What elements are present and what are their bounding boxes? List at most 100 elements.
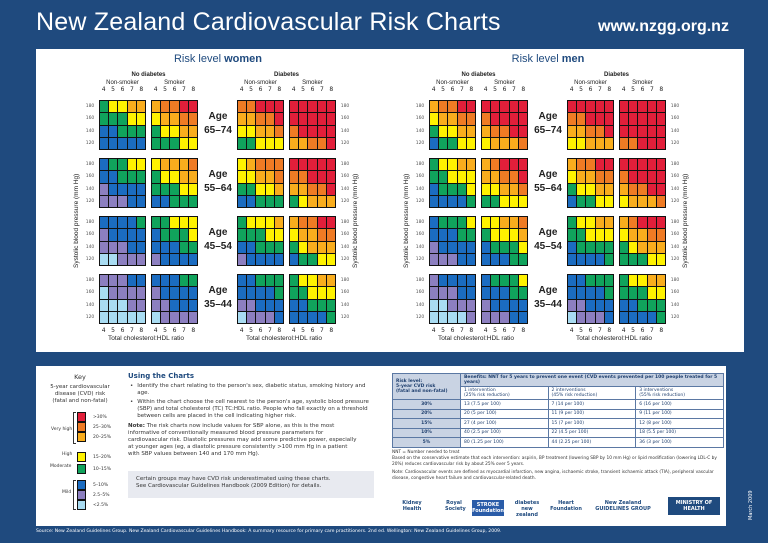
risk-cell — [118, 137, 127, 149]
key-swatch-y — [77, 452, 86, 462]
risk-cell — [188, 299, 197, 311]
risk-cell — [586, 311, 595, 323]
non-smoker-header: Non-smoker — [106, 80, 139, 86]
risk-cell — [317, 217, 326, 229]
risk-cell — [136, 311, 145, 323]
ratio-tick: 7 — [597, 86, 602, 93]
ratio-tick: 6 — [640, 327, 645, 334]
risk-cell — [152, 159, 161, 171]
risk-cell — [152, 241, 161, 253]
ratio-tick: 8 — [521, 327, 526, 334]
risk-cell — [161, 217, 170, 229]
x-axis-label: Total cholesterol:HDL ratio — [108, 335, 184, 342]
risk-grid-men-diab-nonsmoker — [567, 158, 614, 208]
risk-cell — [577, 299, 586, 311]
age-label: Age 45–54 — [523, 226, 573, 254]
risk-cell — [509, 275, 518, 287]
risk-cell — [274, 287, 283, 299]
risk-cell — [491, 195, 500, 207]
sbp-tick: 120 — [670, 314, 680, 320]
risk-cell — [308, 229, 317, 241]
risk-cell — [656, 137, 665, 149]
risk-cell — [647, 217, 656, 229]
age-range: 45–54 — [534, 241, 562, 252]
risk-cell — [577, 171, 586, 183]
sbp-tick: 180 — [670, 104, 680, 109]
website-url[interactable]: www.nzgg.org.nz — [598, 18, 729, 35]
risk-cell — [466, 125, 475, 137]
age-label: Age 65–74 — [523, 110, 573, 138]
nnt-cell: 40 (2.5 per 100) — [460, 427, 549, 438]
risk-cell — [629, 183, 638, 195]
risk-cell — [457, 183, 466, 195]
risk-cell — [439, 241, 448, 253]
risk-cell — [656, 171, 665, 183]
risk-cell — [265, 171, 274, 183]
ratio-tick: 4 — [431, 86, 436, 93]
risk-cell — [439, 101, 448, 113]
non-smoker-header: Non-smoker — [244, 80, 277, 86]
age-label: Age 55–64 — [523, 168, 573, 196]
risk-cell — [482, 101, 491, 113]
risk-cell — [482, 311, 491, 323]
title-prefix: Risk level — [173, 53, 225, 65]
risk-cell — [457, 299, 466, 311]
x-axis-label: Total cholesterol:HDL ratio — [246, 335, 322, 342]
risk-grid-women-diab-smoker — [289, 158, 336, 208]
risk-cell — [518, 171, 527, 183]
risk-cell — [518, 287, 527, 299]
risk-cell — [430, 229, 439, 241]
key-level-label: 5–10% — [93, 483, 109, 488]
risk-cell — [299, 159, 308, 171]
risk-cell — [179, 275, 188, 287]
risk-cell — [290, 287, 299, 299]
risk-cell — [308, 101, 317, 113]
risk-cell — [491, 253, 500, 265]
sbp-tick: 140 — [85, 244, 95, 250]
smoker-header: Smoker — [494, 80, 515, 86]
risk-cell — [577, 241, 586, 253]
risk-cell — [568, 253, 577, 265]
risk-cell — [109, 217, 118, 229]
risk-cell — [448, 299, 457, 311]
risk-cell — [439, 195, 448, 207]
sbp-tick: 140 — [85, 186, 95, 192]
risk-cell — [290, 183, 299, 195]
table-row: 15% 27 (4 per 100) 15 (7 per 100) 12 (8 per… — [392, 418, 724, 429]
risk-cell — [448, 125, 457, 137]
risk-cell — [100, 275, 109, 287]
risk-cell — [238, 217, 247, 229]
risk-cell — [466, 159, 475, 171]
ratio-tick: 7 — [597, 327, 602, 334]
risk-cell — [136, 217, 145, 229]
risk-cell — [509, 253, 518, 265]
risk-level-cell: 30% — [392, 399, 461, 410]
risk-cell — [127, 137, 136, 149]
key-desc-line: (fatal and non-fatal) — [52, 398, 108, 404]
risk-cell — [326, 299, 335, 311]
y-axis-label: Systolic blood pressure (mm Hg) — [682, 173, 689, 268]
risk-cell — [500, 241, 509, 253]
risk-cell — [500, 287, 509, 299]
risk-grid-men-nodiab-smoker — [481, 158, 528, 208]
risk-cell — [457, 241, 466, 253]
ratio-tick: 7 — [129, 327, 134, 334]
risk-cell — [274, 299, 283, 311]
risk-cell — [170, 311, 179, 323]
risk-cell — [127, 275, 136, 287]
risk-cell — [439, 113, 448, 125]
risk-cell — [491, 171, 500, 183]
risk-cell — [109, 159, 118, 171]
risk-cell — [127, 113, 136, 125]
sbp-tick: 180 — [415, 220, 425, 225]
risk-cell — [568, 101, 577, 113]
risk-cell — [308, 299, 317, 311]
risk-cell — [595, 101, 604, 113]
risk-cell — [430, 299, 439, 311]
sbp-tick: 120 — [670, 256, 680, 262]
risk-cell — [308, 171, 317, 183]
risk-cell — [179, 299, 188, 311]
